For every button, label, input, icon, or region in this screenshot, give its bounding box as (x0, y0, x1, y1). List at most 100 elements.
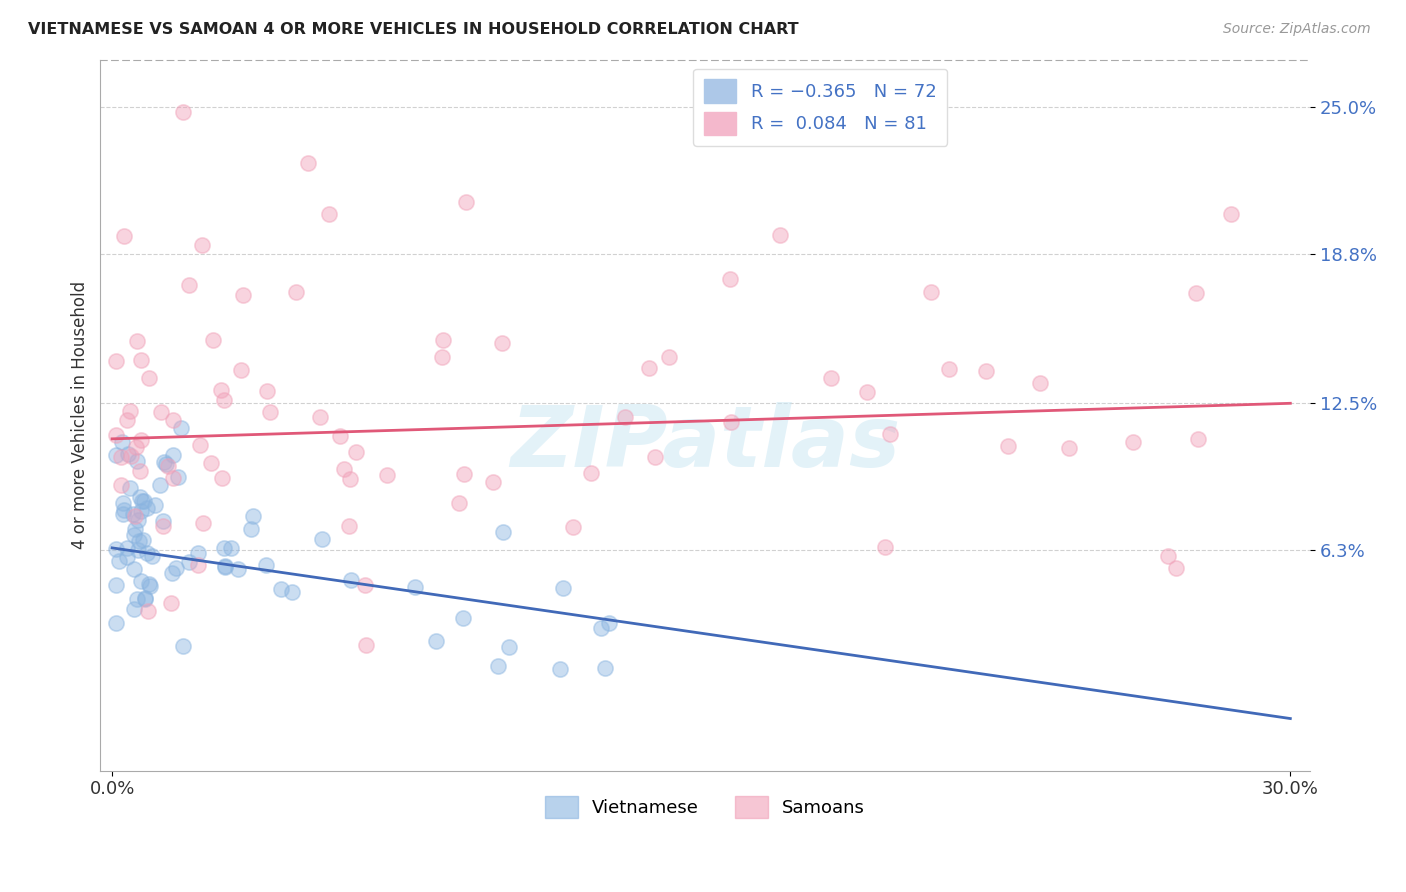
Point (141, 549, 163, 564)
Point (105, 577, 128, 591)
Point (214, 559, 236, 574)
Point (329, 429, 352, 443)
Point (1185, 286, 1208, 301)
Point (492, 525, 515, 540)
Point (242, 509, 264, 524)
Point (637, 361, 659, 376)
Point (285, 285, 308, 299)
Point (138, 579, 160, 593)
Point (226, 562, 249, 576)
Point (232, 288, 254, 302)
Y-axis label: 4 or more Vehicles in Household: 4 or more Vehicles in Household (72, 281, 89, 549)
Point (150, 405, 173, 419)
Point (118, 481, 141, 495)
Point (200, 457, 222, 471)
Point (127, 592, 149, 607)
Point (132, 533, 155, 548)
Point (129, 464, 152, 478)
Point (117, 447, 139, 461)
Point (309, 410, 332, 425)
Point (129, 433, 152, 447)
Point (112, 228, 135, 243)
Point (153, 455, 176, 469)
Point (875, 540, 897, 554)
Text: VIETNAMESE VS SAMOAN 4 OR MORE VEHICLES IN HOUSEHOLD CORRELATION CHART: VIETNAMESE VS SAMOAN 4 OR MORE VEHICLES … (28, 22, 799, 37)
Text: Source: ZipAtlas.com: Source: ZipAtlas.com (1223, 22, 1371, 37)
Point (339, 472, 361, 486)
Point (152, 518, 174, 533)
Point (920, 285, 942, 299)
Point (1187, 432, 1209, 446)
Point (453, 467, 475, 481)
Point (127, 543, 149, 558)
Point (117, 550, 139, 565)
Point (281, 585, 304, 599)
Point (254, 558, 277, 572)
Point (354, 638, 377, 652)
Point (581, 467, 603, 481)
Point (177, 278, 200, 293)
Point (115, 412, 138, 426)
Point (498, 640, 520, 654)
Point (212, 541, 235, 555)
Point (451, 610, 474, 624)
Point (769, 227, 792, 242)
Point (720, 415, 742, 429)
Point (491, 336, 513, 351)
Point (482, 475, 505, 489)
Point (134, 592, 156, 607)
Point (110, 450, 132, 464)
Point (214, 560, 236, 574)
Point (172, 104, 194, 119)
Point (110, 478, 132, 492)
Point (1029, 376, 1052, 390)
Point (148, 478, 170, 492)
Point (449, 496, 471, 510)
Point (614, 409, 637, 424)
Point (454, 194, 477, 209)
Point (129, 503, 152, 517)
Point (591, 621, 613, 635)
Point (201, 334, 224, 348)
Point (404, 580, 426, 594)
Point (111, 496, 134, 510)
Point (162, 471, 184, 485)
Point (187, 558, 209, 572)
Point (129, 352, 152, 367)
Point (593, 661, 616, 675)
Point (127, 453, 149, 467)
Point (152, 514, 174, 528)
Point (425, 633, 447, 648)
Point (124, 508, 146, 523)
Point (136, 604, 159, 618)
Point (160, 566, 183, 580)
Point (375, 467, 398, 482)
Point (430, 350, 453, 364)
Point (188, 438, 211, 452)
Point (354, 577, 377, 591)
Point (259, 404, 281, 418)
Point (562, 520, 585, 534)
Point (112, 508, 135, 522)
Point (118, 404, 141, 418)
Point (856, 385, 879, 400)
Point (129, 574, 152, 588)
Point (718, 272, 741, 286)
Point (128, 533, 150, 548)
Point (337, 519, 360, 533)
Point (162, 448, 184, 462)
Point (209, 383, 232, 397)
Point (432, 333, 454, 347)
Point (122, 602, 145, 616)
Point (110, 434, 132, 449)
Point (121, 508, 143, 522)
Point (125, 440, 148, 454)
Point (115, 541, 138, 555)
Point (162, 413, 184, 427)
Point (997, 440, 1019, 454)
Point (124, 522, 146, 536)
Point (553, 581, 575, 595)
Point (976, 364, 998, 378)
Point (134, 591, 156, 606)
Point (129, 491, 152, 505)
